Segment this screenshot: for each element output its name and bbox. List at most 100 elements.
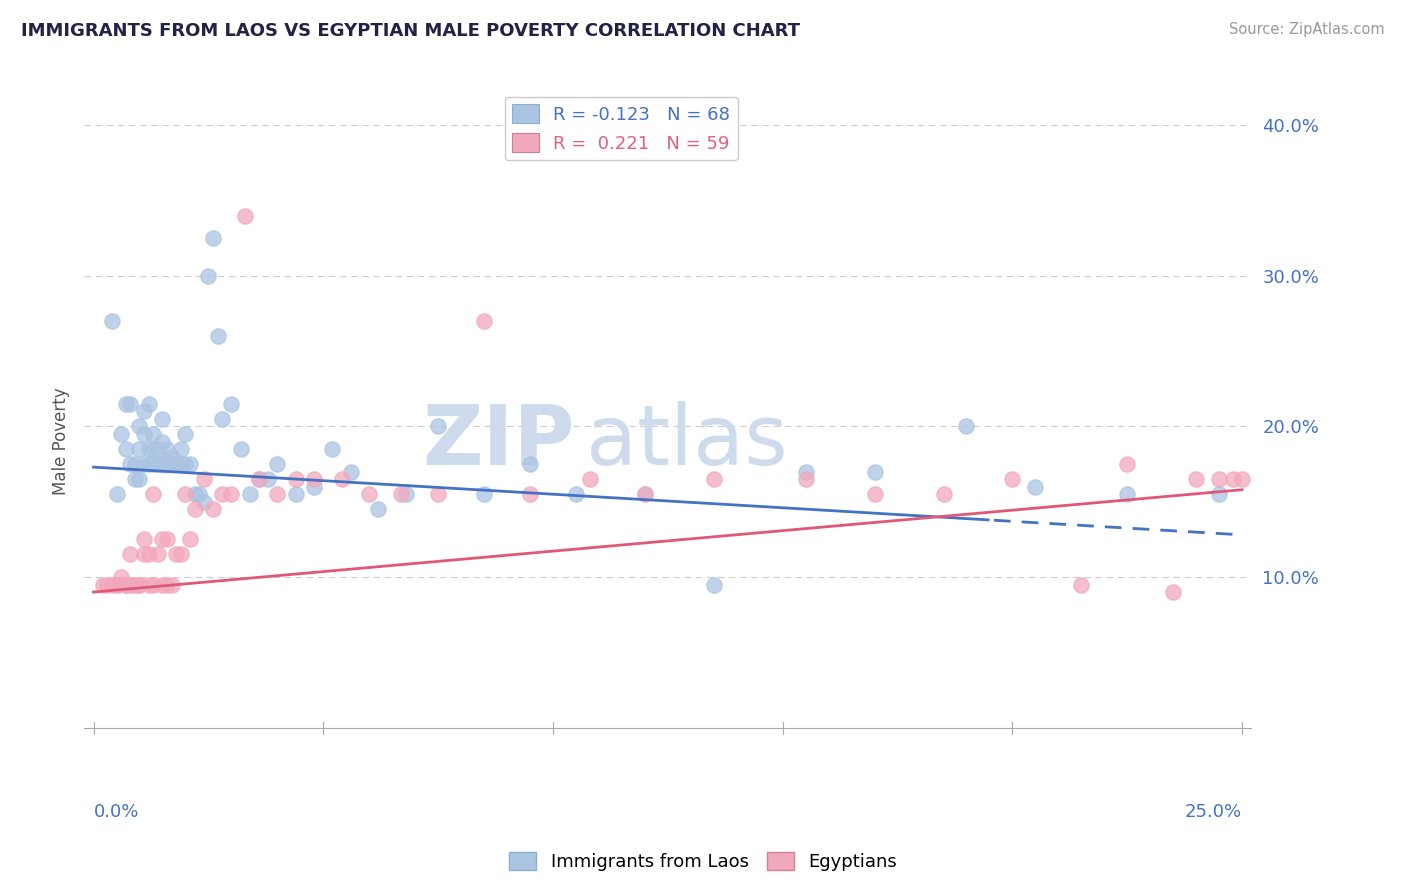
- Point: [156, 457, 179, 471]
- Point: [156, 533, 179, 547]
- Point: [105, 577, 128, 591]
- Point: [284, 487, 307, 501]
- Point: [233, 209, 256, 223]
- Legend: Immigrants from Laos, Egyptians: Immigrants from Laos, Egyptians: [502, 845, 904, 879]
- Point: [565, 487, 588, 501]
- Point: [132, 533, 155, 547]
- Point: [1116, 487, 1139, 501]
- Point: [932, 487, 955, 501]
- Point: [91, 577, 114, 591]
- Point: [239, 487, 262, 501]
- Point: [221, 397, 243, 411]
- Point: [105, 487, 128, 501]
- Point: [330, 472, 353, 486]
- Point: [124, 472, 146, 486]
- Point: [146, 442, 169, 456]
- Point: [152, 457, 174, 471]
- Point: [96, 577, 118, 591]
- Point: [519, 457, 541, 471]
- Point: [120, 397, 142, 411]
- Point: [128, 419, 150, 434]
- Point: [120, 548, 142, 562]
- Point: [794, 472, 817, 486]
- Point: [146, 457, 169, 471]
- Point: [247, 472, 270, 486]
- Point: [142, 442, 165, 456]
- Point: [359, 487, 381, 501]
- Point: [114, 577, 136, 591]
- Point: [1208, 487, 1230, 501]
- Point: [302, 472, 325, 486]
- Point: [1185, 472, 1208, 486]
- Point: [142, 487, 165, 501]
- Point: [165, 457, 187, 471]
- Point: [138, 442, 160, 456]
- Text: IMMIGRANTS FROM LAOS VS EGYPTIAN MALE POVERTY CORRELATION CHART: IMMIGRANTS FROM LAOS VS EGYPTIAN MALE PO…: [21, 22, 800, 40]
- Point: [101, 314, 124, 328]
- Point: [578, 472, 600, 486]
- Point: [120, 577, 142, 591]
- Point: [221, 487, 243, 501]
- Point: [142, 427, 165, 442]
- Point: [142, 457, 165, 471]
- Point: [266, 457, 288, 471]
- Point: [174, 457, 197, 471]
- Point: [142, 577, 165, 591]
- Point: [160, 577, 183, 591]
- Point: [1070, 577, 1092, 591]
- Point: [1116, 457, 1139, 471]
- Point: [170, 548, 193, 562]
- Text: atlas: atlas: [586, 401, 787, 482]
- Point: [165, 457, 187, 471]
- Legend: R = -0.123   N = 68, R =  0.221   N = 59: R = -0.123 N = 68, R = 0.221 N = 59: [505, 96, 738, 160]
- Point: [120, 457, 142, 471]
- Point: [863, 487, 886, 501]
- Point: [174, 427, 197, 442]
- Point: [703, 577, 725, 591]
- Text: Source: ZipAtlas.com: Source: ZipAtlas.com: [1229, 22, 1385, 37]
- Point: [128, 442, 150, 456]
- Point: [1001, 472, 1024, 486]
- Point: [284, 472, 307, 486]
- Point: [519, 487, 541, 501]
- Point: [156, 577, 179, 591]
- Point: [124, 457, 146, 471]
- Point: [124, 577, 146, 591]
- Point: [1222, 472, 1244, 486]
- Point: [321, 442, 343, 456]
- Y-axis label: Male Poverty: Male Poverty: [52, 388, 70, 495]
- Point: [193, 472, 215, 486]
- Point: [170, 442, 193, 456]
- Point: [955, 419, 977, 434]
- Point: [128, 577, 150, 591]
- Point: [1208, 472, 1230, 486]
- Point: [229, 442, 252, 456]
- Point: [863, 465, 886, 479]
- Point: [132, 457, 155, 471]
- Point: [170, 457, 193, 471]
- Point: [427, 487, 450, 501]
- Point: [340, 465, 363, 479]
- Point: [105, 577, 128, 591]
- Point: [188, 487, 211, 501]
- Point: [634, 487, 657, 501]
- Text: 0.0%: 0.0%: [94, 803, 139, 821]
- Point: [152, 533, 174, 547]
- Point: [257, 472, 280, 486]
- Point: [174, 487, 197, 501]
- Point: [201, 231, 224, 245]
- Point: [114, 442, 136, 456]
- Point: [211, 412, 233, 426]
- Point: [1161, 585, 1184, 599]
- Point: [152, 577, 174, 591]
- Point: [152, 434, 174, 449]
- Point: [207, 329, 229, 343]
- Point: [138, 577, 160, 591]
- Point: [179, 533, 201, 547]
- Point: [395, 487, 418, 501]
- Point: [634, 487, 657, 501]
- Point: [128, 577, 150, 591]
- Point: [794, 465, 817, 479]
- Point: [156, 442, 179, 456]
- Text: 25.0%: 25.0%: [1185, 803, 1241, 821]
